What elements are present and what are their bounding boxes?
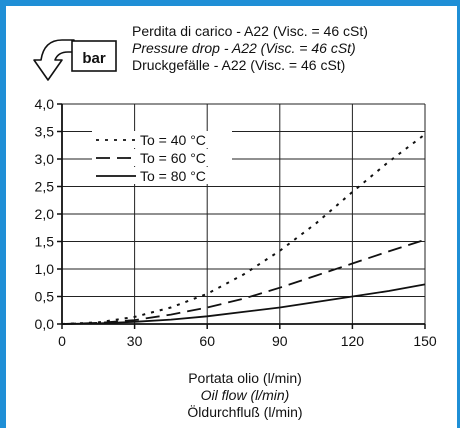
legend-label: To = 80 °C <box>140 168 206 184</box>
y-tick-label: 3,5 <box>35 124 55 140</box>
y-tick-label: 0,5 <box>35 289 55 305</box>
y-tick-label: 4,0 <box>35 96 55 112</box>
y-tick-label: 2,5 <box>35 179 55 195</box>
title-line-de: Druckgefälle - A22 (Visc. = 46 cSt) <box>132 57 345 73</box>
legend-bg <box>92 149 232 166</box>
y-tick-label: 2,0 <box>35 206 55 222</box>
y-tick-label: 0,0 <box>35 316 55 332</box>
x-axis-label-it: Portata olio (l/min) <box>188 370 302 386</box>
curved-arrow-icon <box>33 39 117 81</box>
unit-label: bar <box>82 50 106 67</box>
legend: To = 40 °C To = 60 °C To = 80 °C <box>92 131 232 184</box>
legend-bg <box>92 167 232 184</box>
y-tick-label: 1,0 <box>35 261 55 277</box>
x-axis-label-en: Oil flow (l/min) <box>201 387 290 403</box>
series-line-1 <box>61 133 426 325</box>
legend-label: To = 60 °C <box>140 150 206 166</box>
legend-bg <box>92 131 232 148</box>
title-line-it: Perdita di carico - A22 (Visc. = 46 cSt) <box>132 23 368 39</box>
x-tick-label: 60 <box>199 333 215 349</box>
x-tick-label: 120 <box>341 333 365 349</box>
y-tick-label: 3,0 <box>35 151 55 167</box>
x-axis-label-de: Öldurchfluß (l/min) <box>187 403 302 420</box>
series-line-3 <box>61 283 426 325</box>
y-tick-label: 1,5 <box>35 234 55 250</box>
series-lines <box>61 133 426 325</box>
x-tick-label: 150 <box>413 333 437 349</box>
title-line-en: Pressure drop - A22 (Visc. = 46 cSt) <box>132 40 356 56</box>
x-tick-label: 90 <box>272 333 288 349</box>
x-tick-label: 30 <box>127 333 143 349</box>
y-tick-labels: 0,0 0,5 1,0 1,5 2,0 2,5 3,0 3,5 4,0 <box>35 96 55 332</box>
x-tick-label: 0 <box>58 333 66 349</box>
x-tick-labels: 0 30 60 90 120 150 <box>58 333 437 349</box>
legend-label: To = 40 °C <box>140 132 206 148</box>
axes <box>57 103 426 329</box>
